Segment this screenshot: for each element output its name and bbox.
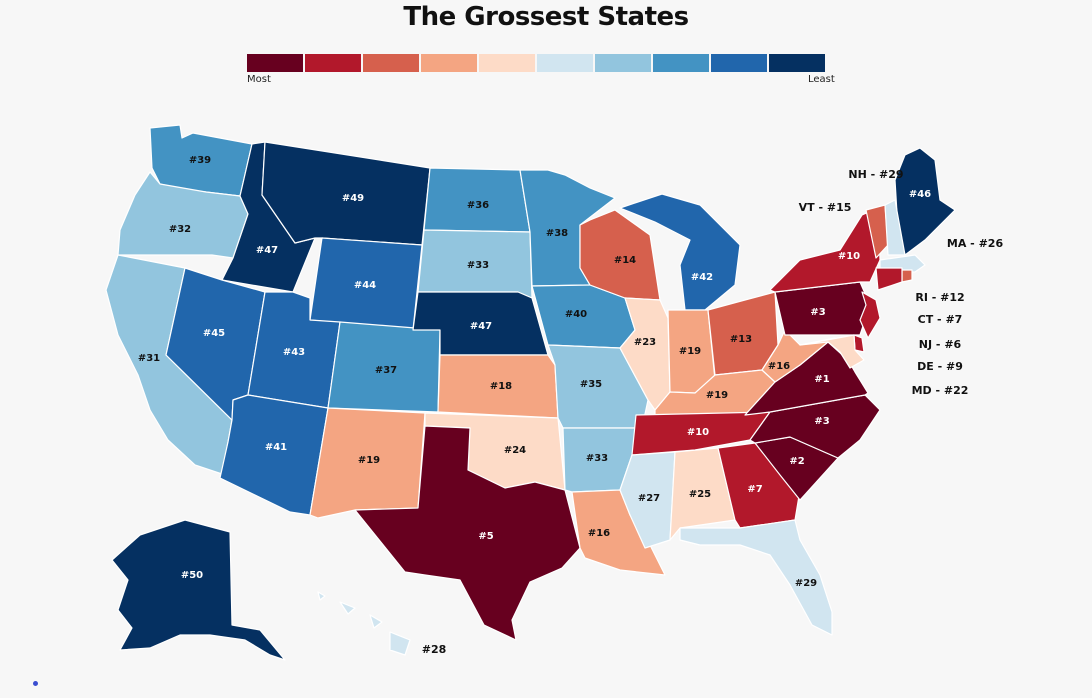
- rank-label-ok: #24: [504, 445, 526, 456]
- legend-swatch-9: [711, 54, 767, 72]
- rank-label-il: #23: [634, 337, 656, 348]
- state-nj[interactable]: [859, 291, 881, 339]
- rank-label-wi: #14: [614, 255, 636, 266]
- rank-label-al: #25: [689, 489, 711, 500]
- rank-label-pa: #3: [810, 307, 825, 318]
- rank-label-ne: #47: [470, 321, 492, 332]
- rank-label-sd: #33: [467, 260, 489, 271]
- rank-label-wy: #44: [354, 280, 376, 291]
- state-ny[interactable]: [769, 207, 881, 293]
- rank-label-mn: #38: [546, 228, 568, 239]
- rank-label-tx: #5: [478, 531, 493, 542]
- rank-label-va: #1: [814, 374, 829, 385]
- rank-label-ky: #19: [706, 390, 728, 401]
- rank-label-fl: #29: [795, 578, 817, 589]
- callout-ct: CT - #7: [918, 313, 963, 326]
- callout-de: DE - #9: [917, 360, 963, 373]
- rank-label-ks: #18: [490, 381, 512, 392]
- state-az[interactable]: [219, 394, 329, 516]
- legend-swatch-8: [653, 54, 709, 72]
- legend-swatch-3: [363, 54, 419, 72]
- callout-md: MD - #22: [912, 384, 969, 397]
- rank-label-oh: #13: [730, 334, 752, 345]
- legend-swatch-5: [479, 54, 535, 72]
- rank-label-ny: #10: [838, 251, 860, 262]
- rank-label-nm: #19: [358, 455, 380, 466]
- state-hi[interactable]: [317, 591, 411, 656]
- state-ct[interactable]: [875, 267, 903, 291]
- state-al[interactable]: [669, 447, 736, 541]
- rank-label-ga: #7: [747, 484, 762, 495]
- rank-label-sc: #2: [789, 456, 804, 467]
- state-ak[interactable]: [111, 519, 286, 661]
- rank-labels-layer: #39 #32 #31 #47 #45 #49 #44 #43 #41 #37 …: [138, 155, 1004, 656]
- legend-swatch-2: [305, 54, 361, 72]
- rank-label-nc: #3: [814, 416, 829, 427]
- rank-label-ca: #31: [138, 353, 160, 364]
- state-fl[interactable]: [679, 519, 833, 636]
- rank-label-tn: #10: [687, 427, 709, 438]
- rank-label-wa: #39: [189, 155, 211, 166]
- legend-swatch-10: [769, 54, 825, 72]
- rank-label-in: #19: [679, 346, 701, 357]
- rank-label-mi: #42: [691, 272, 713, 283]
- corner-dot: [33, 681, 38, 686]
- map-title: The Grossest States: [403, 2, 689, 32]
- state-nh[interactable]: [884, 199, 906, 256]
- rank-label-mt: #49: [342, 193, 364, 204]
- rank-label-az: #41: [265, 442, 287, 453]
- legend-swatch-4: [421, 54, 477, 72]
- legend-swatch-1: [247, 54, 303, 72]
- rank-label-nd: #36: [467, 200, 489, 211]
- rank-label-id: #47: [256, 245, 278, 256]
- callout-ri: RI - #12: [915, 291, 964, 304]
- rank-label-wv: #16: [768, 361, 790, 372]
- rank-label-ia: #40: [565, 309, 587, 320]
- rank-label-mo: #35: [580, 379, 602, 390]
- rank-label-ms: #27: [638, 493, 660, 504]
- legend-most-label: Most: [247, 74, 271, 85]
- callout-nj: NJ - #6: [919, 338, 962, 351]
- rank-label-ar: #33: [586, 453, 608, 464]
- rank-label-co: #37: [375, 365, 397, 376]
- rank-label-hi: #28: [422, 643, 447, 656]
- legend-least-label: Least: [808, 74, 835, 85]
- rank-label-or: #32: [169, 224, 191, 235]
- rank-label-ut: #43: [283, 347, 305, 358]
- rank-label-la: #16: [588, 528, 610, 539]
- color-legend: [247, 54, 827, 72]
- legend-swatch-6: [537, 54, 593, 72]
- callout-nh: NH - #29: [848, 168, 903, 181]
- rank-label-me: #46: [909, 189, 931, 200]
- rank-label-ak: #50: [181, 570, 203, 581]
- states-layer: [105, 124, 956, 661]
- legend-swatch-7: [595, 54, 651, 72]
- state-tx[interactable]: [354, 425, 581, 641]
- state-md[interactable]: [799, 334, 865, 369]
- callout-ma: MA - #26: [947, 237, 1004, 250]
- state-ri[interactable]: [901, 269, 913, 283]
- callout-vt: VT - #15: [799, 201, 852, 214]
- rank-label-nv: #45: [203, 328, 225, 339]
